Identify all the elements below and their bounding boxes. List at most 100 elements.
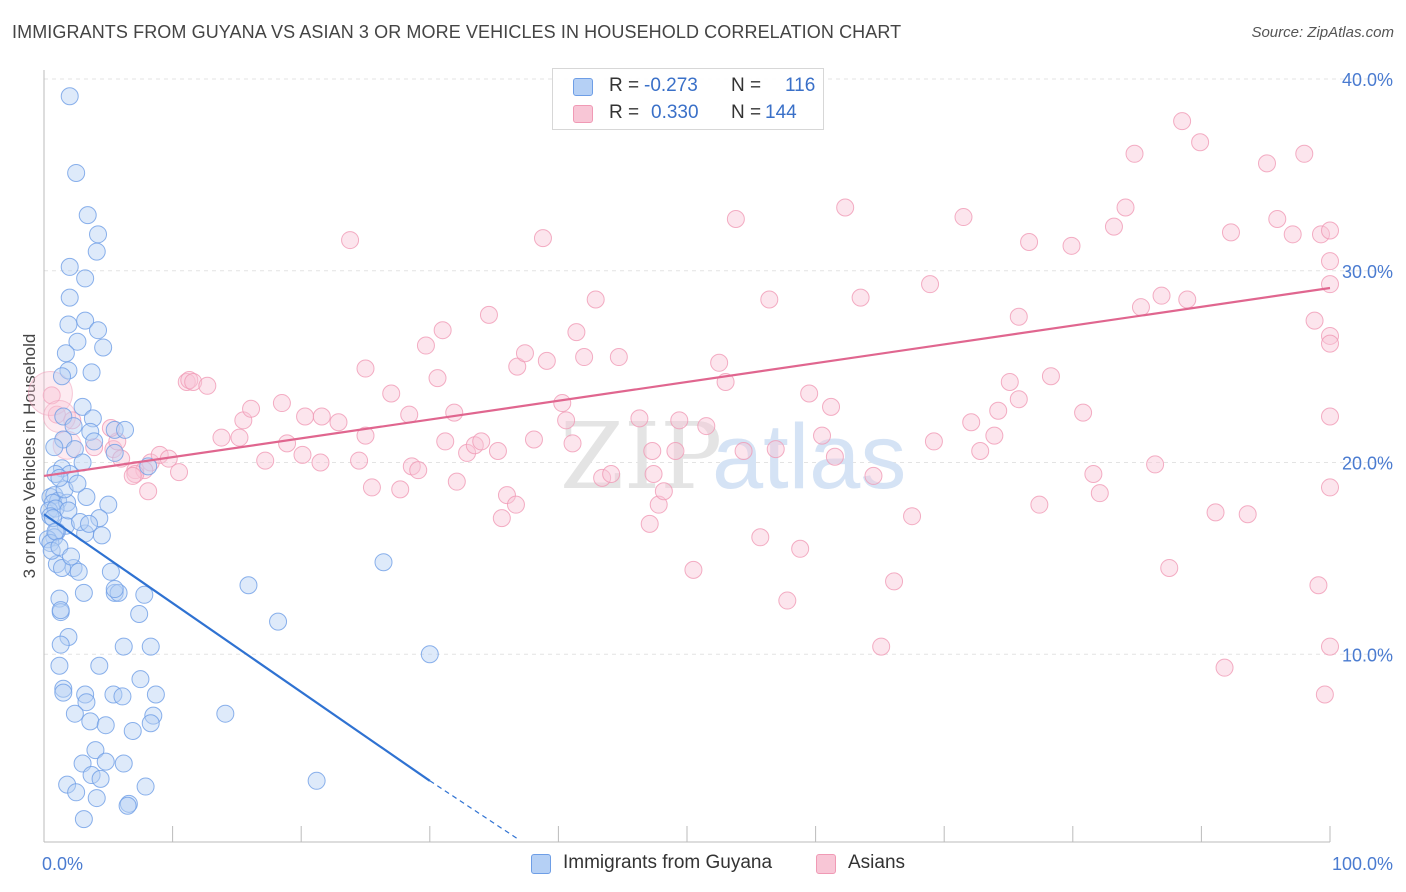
asians-point-60: [537, 351, 556, 370]
asians-point-74: [649, 495, 668, 514]
n-label: N =: [731, 75, 762, 96]
trend-lines: [43, 286, 1331, 841]
guyana-point-27: [105, 443, 124, 462]
asians-point-25: [272, 394, 291, 413]
guyana-point-0: [60, 87, 79, 106]
asians-point-133: [1295, 144, 1314, 163]
r-label: R =: [609, 102, 640, 123]
asians-point-28: [296, 407, 315, 426]
asians-point-142: [1321, 478, 1339, 497]
asians-point-80: [710, 353, 729, 372]
asians-point-39: [400, 405, 419, 424]
guyana-point-83: [216, 704, 235, 723]
asians-point-131: [1268, 209, 1287, 228]
guyana-point-71: [114, 637, 133, 656]
asians-point-110: [1030, 495, 1049, 514]
asians-point-42: [416, 336, 435, 355]
guyana-point-55: [101, 562, 120, 581]
asians-point-144: [1321, 637, 1339, 656]
asians-point-88: [791, 539, 810, 558]
asians-point-2: [63, 411, 82, 430]
asians-point-126: [1206, 503, 1225, 522]
asians-point-34: [356, 359, 375, 378]
asians-point-70: [630, 409, 649, 428]
guyana-point-70: [141, 637, 160, 656]
asians-point-53: [492, 509, 511, 528]
chart-title: IMMIGRANTS FROM GUYANA VS ASIAN 3 OR MOR…: [12, 22, 902, 42]
guyana-point-100: [87, 789, 106, 808]
asians-point-95: [864, 466, 883, 485]
grid-lines: [44, 78, 1392, 655]
asians-point-117: [1116, 198, 1135, 217]
n-label: N =: [731, 102, 762, 123]
asians-point-112: [1062, 236, 1081, 255]
r-value: -0.273: [644, 75, 698, 96]
guyana-point-63: [50, 589, 69, 608]
asians-point-129: [1238, 505, 1257, 524]
asians-point-115: [1090, 484, 1109, 503]
guyana-trend-extension: [429, 780, 521, 841]
asians-point-52: [488, 441, 507, 460]
tick-labels: 10.0% 20.0% 30.0% 40.0% 0.0% 100.0%: [42, 70, 1393, 874]
guyana-points: [38, 87, 439, 829]
asians-point-103: [971, 441, 990, 460]
guyana-point-115: [62, 547, 81, 566]
guyana-point-106: [68, 474, 87, 493]
r-value: 0.330: [651, 102, 699, 123]
guyana-point-93: [114, 754, 133, 773]
asians-cluster-0: [27, 370, 73, 416]
guyana-point-50: [41, 534, 60, 553]
guyana-point-69: [51, 635, 70, 654]
asians-point-137: [1321, 407, 1339, 426]
asians-point-100: [924, 432, 943, 451]
guyana-point-103: [74, 810, 93, 829]
asians-point-37: [382, 384, 401, 403]
guyana-point-89: [123, 721, 142, 740]
asians-point-56: [508, 357, 527, 376]
guyana-point-65: [130, 604, 149, 623]
guyana-point-59: [105, 583, 124, 602]
asians-point-46: [445, 403, 464, 422]
guyana-point-90: [86, 741, 105, 760]
guyana-point-22: [116, 420, 135, 439]
asians-point-65: [575, 348, 594, 367]
guyana-point-98: [136, 777, 155, 796]
asians-point-136: [1321, 221, 1339, 240]
guyana-point-94: [82, 766, 101, 785]
asians-point-73: [644, 465, 663, 484]
guyana-point-68: [59, 627, 78, 646]
watermark: ZIP atlas: [560, 403, 906, 510]
guyana-point-67: [269, 612, 288, 631]
asians-point-35: [362, 478, 381, 497]
asians-point-101: [954, 208, 973, 227]
asians-point-31: [329, 413, 348, 432]
guyana-point-88: [96, 716, 115, 735]
guyana-point-49: [92, 526, 111, 545]
asians-point-19: [198, 376, 217, 395]
asians-point-90: [813, 426, 832, 445]
guyana-point-37: [58, 493, 77, 512]
asians-point-32: [341, 231, 360, 250]
guyana-point-19: [64, 417, 83, 436]
asians-point-109: [1020, 232, 1039, 251]
asians-point-121: [1152, 286, 1171, 305]
guyana-point-9: [59, 315, 78, 334]
guyana-point-99: [67, 783, 86, 802]
asians-point-107: [1009, 307, 1028, 326]
asians-point-99: [921, 275, 940, 294]
guyana-point-8: [76, 311, 95, 330]
asians-point-75: [654, 482, 673, 501]
asians-point-77: [670, 411, 689, 430]
guyana-point-112: [80, 514, 99, 533]
asians-point-14: [123, 466, 142, 485]
asians-point-58: [524, 430, 543, 449]
asians-point-87: [778, 591, 797, 610]
guyana-point-80: [113, 687, 132, 706]
guyana-point-79: [104, 685, 123, 704]
asians-point-38: [391, 480, 410, 499]
guyana-point-38: [77, 488, 96, 507]
asians-point-86: [766, 440, 785, 459]
asians-point-116: [1104, 217, 1123, 236]
source-label: Source: ZipAtlas.com: [1251, 24, 1394, 41]
